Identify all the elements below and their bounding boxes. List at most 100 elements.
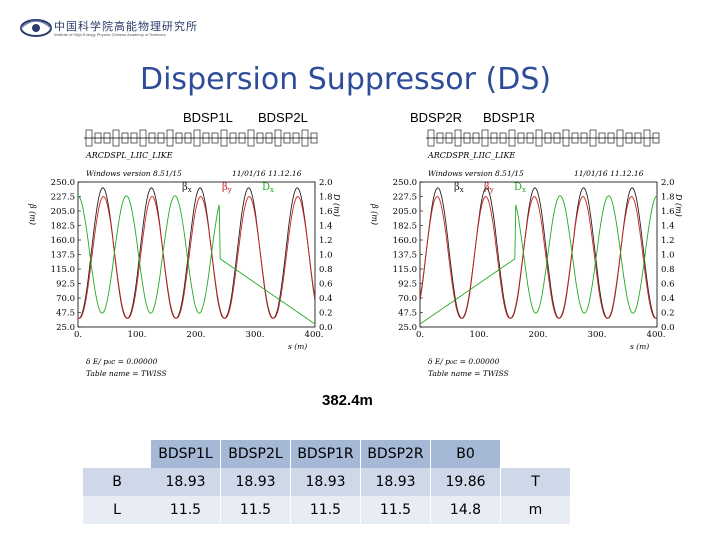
y-tick-label-right: 0.6 xyxy=(661,280,675,290)
lattice-magnet xyxy=(283,132,291,144)
legend-beta-y: βy xyxy=(222,182,232,194)
slide-title: Dispersion Suppressor (DS) xyxy=(140,62,552,97)
footer-table-name: Table name = TWISS xyxy=(428,369,509,378)
label-bdsp1r: BDSP1R xyxy=(483,110,536,125)
x-ticks: 0. 100. 200. 300. 400. xyxy=(74,330,324,340)
y-axis-label-left: β (m) xyxy=(28,203,37,225)
lattice-magnet xyxy=(607,132,615,144)
lattice-magnet xyxy=(238,132,246,144)
windows-version: Windows version 8.51/15 xyxy=(86,169,182,178)
lattice-magnet xyxy=(184,132,192,144)
table-header-cell: BDSP1R xyxy=(290,440,361,468)
twiss-plot-right: ARCDSPR_LIIC_LIKE Windows version 8.51/1… xyxy=(370,129,682,378)
y-tick-label-right: 2.0 xyxy=(319,178,333,188)
y-tick-label-left: 25.0 xyxy=(398,323,417,333)
y-tick-label-left: 182.5 xyxy=(393,222,417,232)
x-tick-label: 100. xyxy=(470,330,489,340)
x-tick-label: 300. xyxy=(246,330,265,340)
y-tick-label-left: 205.0 xyxy=(51,207,75,217)
label-bdsp1l: BDSP1L xyxy=(183,110,233,125)
table-header-cell: BDSP2R xyxy=(360,440,431,468)
table-cell: 18.93 xyxy=(360,468,431,496)
plot-frame xyxy=(419,181,658,328)
table-cell: 14.8 xyxy=(430,496,501,524)
y-tick-label-left: 182.5 xyxy=(51,222,75,232)
x-tick-label: 300. xyxy=(588,330,607,340)
table-header-cell: BDSP2L xyxy=(220,440,291,468)
lattice-magnet xyxy=(247,129,255,147)
table-row-label: B xyxy=(83,468,151,496)
y-ticks-left: 250.0 227.5 205.0 182.5 160.0 137.5 115.0 92.5 7… xyxy=(393,178,423,333)
table-unit-cell: T xyxy=(500,468,570,496)
y-tick-label-right: 1.2 xyxy=(319,236,333,246)
y-axis-label-left: β (m) xyxy=(370,203,379,225)
lattice-magnet xyxy=(148,132,156,144)
logo-emblem-icon xyxy=(20,19,52,37)
lattice-magnet xyxy=(265,132,273,144)
lattice-magnet xyxy=(121,132,129,144)
table-row: B 18.93 18.93 18.93 18.93 19.86 T xyxy=(83,468,570,496)
lattice-magnet xyxy=(616,129,624,147)
table-cell: 11.5 xyxy=(290,496,361,524)
lattice-magnet xyxy=(580,132,588,144)
magnet-parameters-table: BDSP1L BDSP2L BDSP1R BDSP2R B0 B 18.93 1… xyxy=(83,440,570,524)
lattice-magnet xyxy=(562,129,570,147)
lattice-magnet xyxy=(157,132,165,144)
lattice-magnet xyxy=(85,129,93,147)
x-ticks: 0. 100. 200. 300. 400. xyxy=(416,330,666,340)
table-row: L 11.5 11.5 11.5 11.5 14.8 m xyxy=(83,496,570,524)
y-tick-label-left: 205.0 xyxy=(393,207,417,217)
plot-frame xyxy=(77,181,316,328)
lattice-magnet xyxy=(481,129,489,147)
footer-energy: δ E/ p₀c = 0.00000 xyxy=(428,357,500,366)
y-tick-label-right: 0.4 xyxy=(319,294,333,304)
x-axis-label: s (m) xyxy=(288,342,307,351)
y-tick-label-right: 1.6 xyxy=(319,207,333,217)
lattice-magnet xyxy=(634,132,642,144)
y-tick-label-left: 47.5 xyxy=(56,309,75,319)
table-cell: 11.5 xyxy=(220,496,291,524)
windows-version: Windows version 8.51/15 xyxy=(428,169,524,178)
y-tick-label-left: 25.0 xyxy=(56,323,75,333)
x-tick-label: 100. xyxy=(128,330,147,340)
lattice-magnet xyxy=(643,129,651,147)
y-tick-label-right: 1.4 xyxy=(661,222,675,232)
legend-disp-x: Dx xyxy=(262,182,274,194)
lattice-magnet xyxy=(589,129,597,147)
x-tick-label: 400. xyxy=(647,330,666,340)
lattice-magnet xyxy=(454,129,462,147)
twiss-curves xyxy=(77,187,316,325)
lattice-magnet xyxy=(130,132,138,144)
lattice-magnet xyxy=(445,132,453,144)
lattice-magnet xyxy=(274,129,282,147)
lattice-magnet xyxy=(436,132,444,144)
table-row-label: L xyxy=(83,496,151,524)
lattice-magnet xyxy=(625,132,633,144)
table-cell: 18.93 xyxy=(151,468,221,496)
lattice-layout xyxy=(84,129,318,147)
y-ticks-right: 2.0 1.8 1.6 1.4 1.2 1.0 0.8 0.6 0.4 0.2 0.0 xyxy=(319,178,333,333)
table-unit-cell: m xyxy=(500,496,570,524)
lattice-magnet xyxy=(94,132,102,144)
y-tick-label-right: 0.4 xyxy=(661,294,675,304)
lattice-magnet xyxy=(490,132,498,144)
table-cell: 18.93 xyxy=(290,468,361,496)
lattice-name: ARCDSPR_LIIC_LIKE xyxy=(427,151,515,160)
lattice-magnet xyxy=(652,132,660,144)
lattice-magnet xyxy=(598,132,606,144)
dispersion-x-curve xyxy=(419,195,658,325)
label-bdsp2r: BDSP2R xyxy=(410,110,463,125)
y-tick-label-right: 0.2 xyxy=(319,309,333,319)
y-tick-label-left: 227.5 xyxy=(393,193,417,203)
lattice-magnet xyxy=(211,132,219,144)
lattice-magnet xyxy=(256,132,264,144)
x-tick-label: 0. xyxy=(416,330,424,340)
y-tick-label-left: 92.5 xyxy=(398,280,417,290)
plot-date: 11/01/16 11.12.16 xyxy=(574,169,644,178)
y-tick-label-left: 115.0 xyxy=(393,265,417,275)
y-tick-label-right: 1.6 xyxy=(661,207,675,217)
y-tick-label-left: 115.0 xyxy=(51,265,75,275)
footer-energy: δ E/ p₀c = 0.00000 xyxy=(86,357,158,366)
y-tick-label-left: 250.0 xyxy=(393,178,417,188)
beta-y-curve xyxy=(77,195,316,319)
